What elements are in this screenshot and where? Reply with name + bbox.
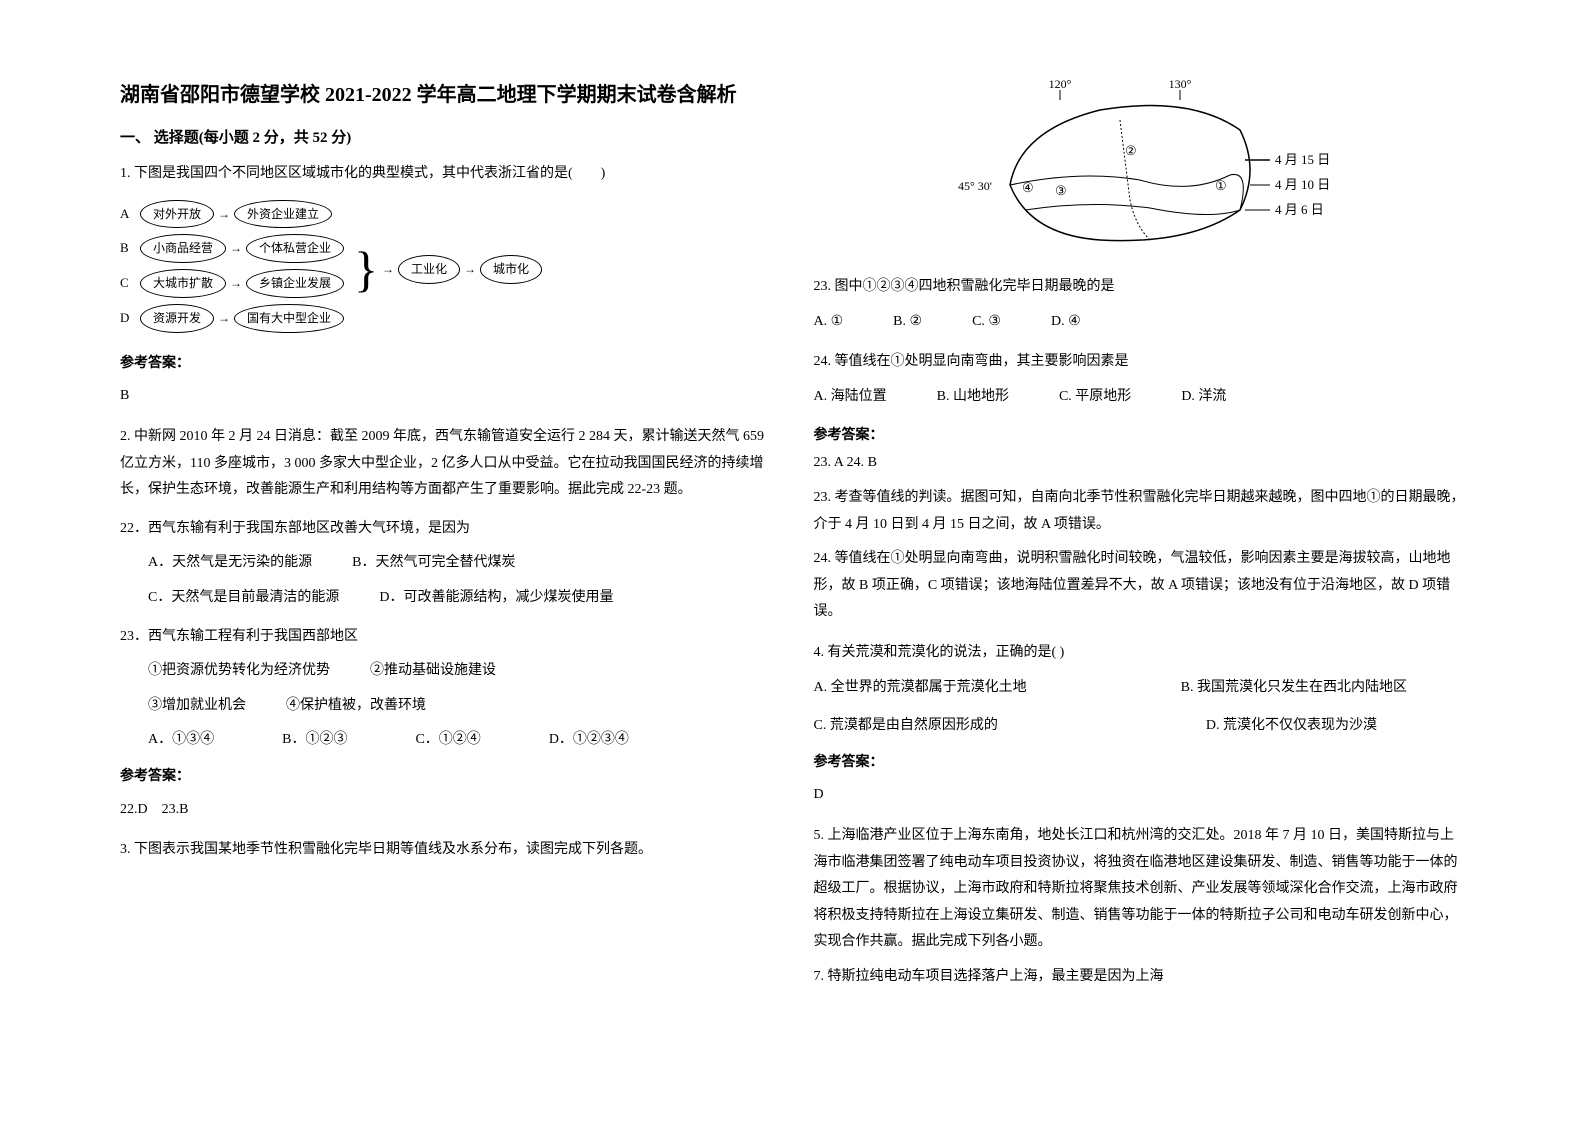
map-svg: 120° 130° 45° 30' ① ② ③ ④ 4 月 15 日 4 月 1… xyxy=(950,80,1330,260)
q2-intro: 2. 中新网 2010 年 2 月 24 日消息：截至 2009 年底，西气东输… xyxy=(120,424,774,504)
q4-opt-b: B. 我国荒漠化只发生在西北内陆地区 xyxy=(1181,675,1407,702)
flow-row-b: B 小商品经营 → 个体私营企业 xyxy=(120,234,344,263)
lon130-label: 130° xyxy=(1169,80,1192,91)
q23-opt-a: A．①③④ xyxy=(120,727,214,754)
q23-opt-d: D．①②③④ xyxy=(521,727,629,754)
flow-row-d: D 资源开发 → 国有大中型企业 xyxy=(120,304,344,333)
legend-2: 4 月 10 日 xyxy=(1275,177,1330,192)
flow-node-a1: 对外开放 xyxy=(140,200,214,229)
arrow-icon: → xyxy=(230,272,242,295)
section-header: 一、 选择题(每小题 2 分，共 52 分) xyxy=(120,126,774,147)
q24-options: A. 海陆位置 B. 山地地形 C. 平原地形 D. 洋流 xyxy=(814,384,1468,411)
flow-label-b: B xyxy=(120,236,140,261)
arrow-icon: → xyxy=(218,307,230,330)
q22-text: 22．西气东输有利于我国东部地区改善大气环境，是因为 xyxy=(120,516,774,543)
flow-side2: 城市化 xyxy=(480,255,542,284)
flow-side: } → 工业化 → 城市化 xyxy=(354,249,542,289)
q3-text: 3. 下图表示我国某地季节性积雪融化完毕日期等值线及水系分布，读图完成下列各题。 xyxy=(120,837,774,864)
q24-text: 24. 等值线在①处明显向南弯曲，其主要影响因素是 xyxy=(814,349,1468,376)
question-23b: 23. 图中①②③④四地积雪融化完毕日期最晚的是 A. ① B. ② C. ③ … xyxy=(814,274,1468,335)
question-2: 2. 中新网 2010 年 2 月 24 日消息：截至 2009 年底，西气东输… xyxy=(120,424,774,823)
q22-options: A．天然气是无污染的能源 B．天然气可完全替代煤炭 C．天然气是目前最清洁的能源… xyxy=(120,550,774,611)
q24-opt-b: B. 山地地形 xyxy=(937,384,1009,411)
flow-node-a2: 外资企业建立 xyxy=(234,200,332,229)
q23b-text: 23. 图中①②③④四地积雪融化完毕日期最晚的是 xyxy=(814,274,1468,301)
arrow-icon: → xyxy=(230,237,242,260)
mark-2: ② xyxy=(1125,143,1137,158)
map-diagram: 120° 130° 45° 30' ① ② ③ ④ 4 月 15 日 4 月 1… xyxy=(950,80,1330,260)
ans34-exp2: 24. 等值线在①处明显向南弯曲，说明积雪融化时间较晚，气温较低，影响因素主要是… xyxy=(814,546,1468,626)
question-24: 24. 等值线在①处明显向南弯曲，其主要影响因素是 A. 海陆位置 B. 山地地… xyxy=(814,349,1468,410)
lon120-label: 120° xyxy=(1049,80,1072,91)
flow-node-d1: 资源开发 xyxy=(140,304,214,333)
ans34-label: 参考答案： xyxy=(814,424,1468,444)
flow-node-b1: 小商品经营 xyxy=(140,234,226,263)
ans34-line1: 23. A 24. B xyxy=(814,450,1468,477)
q23-opt-c: C．①②④ xyxy=(387,727,480,754)
q4-text: 4. 有关荒漠和荒漠化的说法，正确的是( ) xyxy=(814,640,1468,667)
q23-opt3: ③增加就业机会 xyxy=(120,693,246,720)
q24-opt-c: C. 平原地形 xyxy=(1059,384,1131,411)
mark-4: ④ xyxy=(1022,180,1034,195)
legend-1: 4 月 15 日 xyxy=(1275,152,1330,167)
mark-1: ① xyxy=(1215,178,1227,193)
q23-options: A．①③④ B．①②③ C．①②④ D．①②③④ xyxy=(120,727,774,754)
q23b-opt-d: D. ④ xyxy=(1051,309,1081,336)
flow-label-c: C xyxy=(120,271,140,296)
q23b-opt-b: B. ② xyxy=(893,309,922,336)
q23-opt-b: B．①②③ xyxy=(254,727,347,754)
q23b-options: A. ① B. ② C. ③ D. ④ xyxy=(814,309,1468,336)
q24-opt-a: A. 海陆位置 xyxy=(814,384,887,411)
left-column: 湖南省邵阳市德望学校 2021-2022 学年高二地理下学期期末试卷含解析 一、… xyxy=(100,80,794,1082)
arrow-icon: → xyxy=(464,258,476,281)
q23b-opt-a: A. ① xyxy=(814,309,844,336)
q4-answer: D xyxy=(814,782,1468,809)
flow-row-a: A 对外开放 → 外资企业建立 xyxy=(120,200,344,229)
mark-3: ③ xyxy=(1055,183,1067,198)
flow-node-c2: 乡镇企业发展 xyxy=(246,269,344,298)
q22-opt-c: C．天然气是目前最清洁的能源 xyxy=(120,585,339,612)
flow-label-a: A xyxy=(120,202,140,227)
q22-opt-a: A．天然气是无污染的能源 xyxy=(120,550,312,577)
q5-intro: 5. 上海临港产业区位于上海东南角，地处长江口和杭州湾的交汇处。2018 年 7… xyxy=(814,823,1468,956)
q2-answer-label: 参考答案： xyxy=(120,764,774,791)
q1-diagram: A 对外开放 → 外资企业建立 B 小商品经营 → 个体私营企业 C 大城市扩散 xyxy=(120,200,774,339)
flow-side1: 工业化 xyxy=(398,255,460,284)
q23-text: 23．西气东输工程有利于我国西部地区 xyxy=(120,624,774,651)
q23-opt1: ①把资源优势转化为经济优势 xyxy=(120,658,330,685)
question-5: 5. 上海临港产业区位于上海东南角，地处长江口和杭州湾的交汇处。2018 年 7… xyxy=(814,823,1468,991)
flow-row-c: C 大城市扩散 → 乡镇企业发展 xyxy=(120,269,344,298)
q23b-opt-c: C. ③ xyxy=(972,309,1001,336)
q4-opt-d: D. 荒漠化不仅仅表现为沙漠 xyxy=(1206,713,1377,740)
q23-numbered: ①把资源优势转化为经济优势 ②推动基础设施建设 ③增加就业机会 ④保护植被，改善… xyxy=(120,658,774,719)
q4-options: A. 全世界的荒漠都属于荒漠化土地 B. 我国荒漠化只发生在西北内陆地区 C. … xyxy=(814,675,1468,740)
q1-answer-label: 参考答案： xyxy=(120,351,774,378)
flow-node-b2: 个体私营企业 xyxy=(246,234,344,263)
question-1: 1. 下图是我国四个不同地区区域城市化的典型模式，其中代表浙江省的是( ) A … xyxy=(120,161,774,410)
q23-opt2: ②推动基础设施建设 xyxy=(370,658,496,685)
q4-opt-c: C. 荒漠都是由自然原因形成的 xyxy=(814,713,998,740)
q5-q7: 7. 特斯拉纯电动车项目选择落户上海，最主要是因为上海 xyxy=(814,964,1468,991)
q1-text: 1. 下图是我国四个不同地区区域城市化的典型模式，其中代表浙江省的是( ) xyxy=(120,161,774,188)
question-4: 4. 有关荒漠和荒漠化的说法，正确的是( ) A. 全世界的荒漠都属于荒漠化土地… xyxy=(814,640,1468,809)
flow-node-d2: 国有大中型企业 xyxy=(234,304,344,333)
right-column: 120° 130° 45° 30' ① ② ③ ④ 4 月 15 日 4 月 1… xyxy=(794,80,1488,1082)
q4-answer-label: 参考答案： xyxy=(814,750,1468,777)
arrow-icon: → xyxy=(218,203,230,226)
ans34-exp1: 23. 考查等值线的判读。据图可知，自南向北季节性积雪融化完毕日期越来越晚，图中… xyxy=(814,485,1468,538)
q2-answer: 22.D 23.B xyxy=(120,797,774,824)
question-3: 3. 下图表示我国某地季节性积雪融化完毕日期等值线及水系分布，读图完成下列各题。 xyxy=(120,837,774,864)
q4-opt-a: A. 全世界的荒漠都属于荒漠化土地 xyxy=(814,675,1027,702)
q1-answer: B xyxy=(120,383,774,410)
q23-opt4: ④保护植被，改善环境 xyxy=(286,693,426,720)
legend-3: 4 月 6 日 xyxy=(1275,202,1324,217)
lat-label: 45° 30' xyxy=(958,179,992,193)
q22-opt-b: B．天然气可完全替代煤炭 xyxy=(352,550,515,577)
q24-opt-d: D. 洋流 xyxy=(1181,384,1226,411)
doc-title: 湖南省邵阳市德望学校 2021-2022 学年高二地理下学期期末试卷含解析 xyxy=(120,80,774,110)
arrow-icon: → xyxy=(382,258,394,281)
flow-node-c1: 大城市扩散 xyxy=(140,269,226,298)
flow-label-d: D xyxy=(120,306,140,331)
q22-opt-d: D．可改善能源结构，减少煤炭使用量 xyxy=(379,585,613,612)
